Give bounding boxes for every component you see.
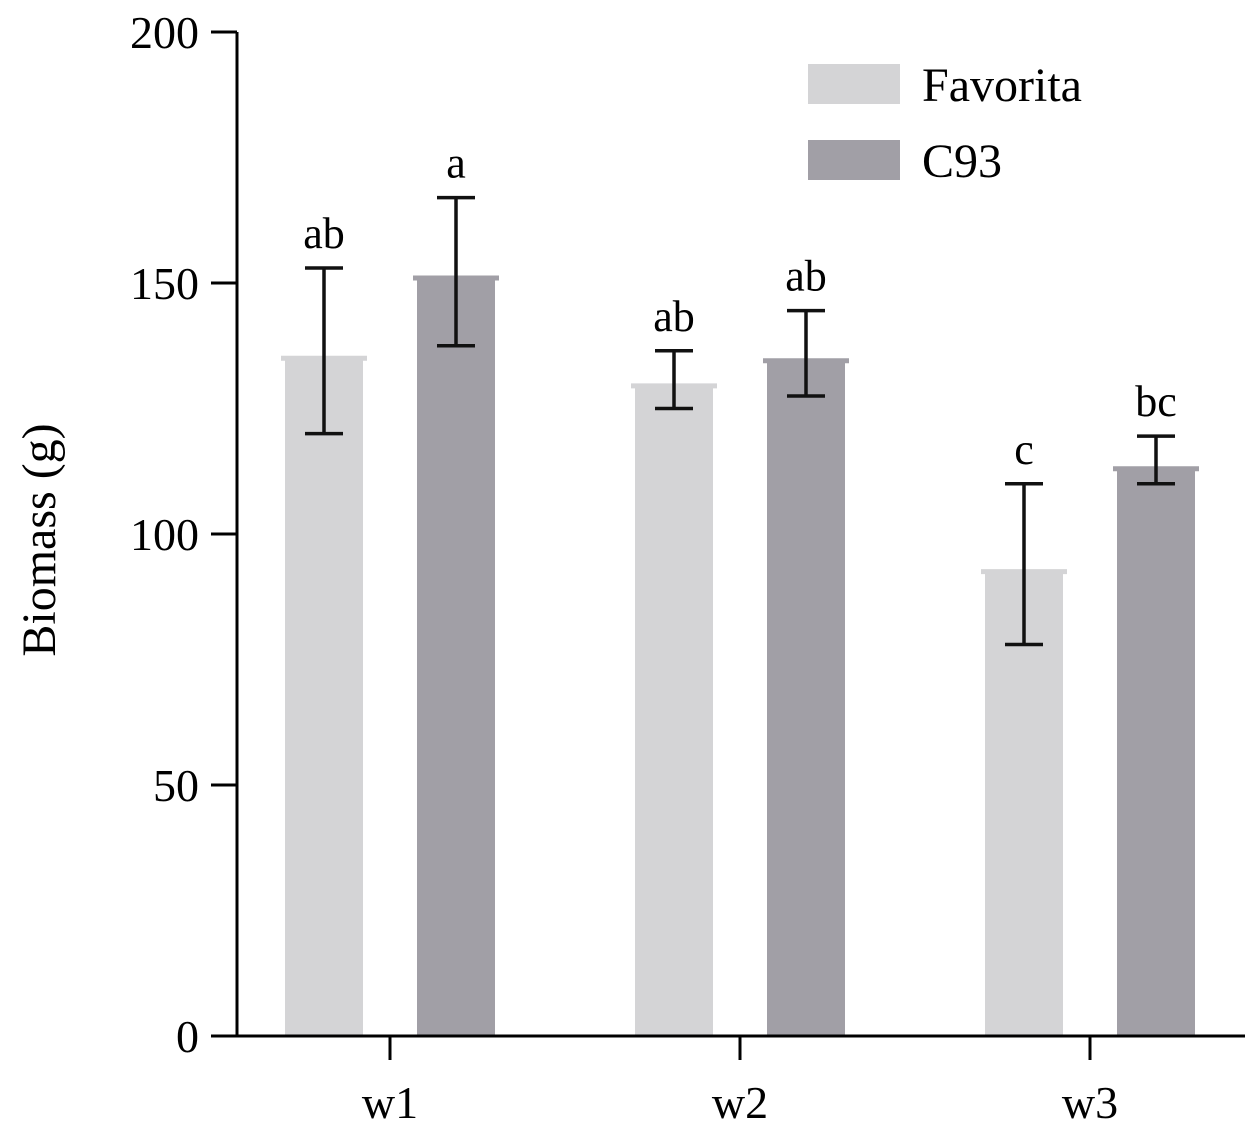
error-bar-favorita-w3 <box>1005 482 1043 647</box>
bar-c93-w1 <box>417 277 495 1037</box>
y-tick-label: 100 <box>130 509 199 560</box>
axes-layer <box>235 32 1245 1038</box>
significance-label-c93-w1: a <box>446 139 466 188</box>
legend-swatch <box>808 140 900 180</box>
significance-label-c93-w2: ab <box>785 252 827 301</box>
y-tick-label: 200 <box>130 7 199 58</box>
error-bars-layer <box>305 195 1175 647</box>
x-ticks-layer: w1 w2 w3 <box>362 1036 1118 1128</box>
bar-favorita-w2 <box>635 385 713 1036</box>
y-tick-label: 0 <box>176 1011 199 1062</box>
bar-favorita-w3 <box>985 571 1063 1036</box>
error-bar-c93-w2 <box>787 308 825 398</box>
legend-item-c93: C93 <box>808 135 1002 188</box>
significance-label-favorita-w2: ab <box>653 292 695 341</box>
error-bar-c93-w1 <box>437 195 475 348</box>
legend: Favorita C93 <box>808 59 1082 188</box>
significance-label-favorita-w1: ab <box>303 209 345 258</box>
significance-labels-layer: ab ab c a ab bc <box>303 139 1177 474</box>
x-tick-label-w3: w3 <box>1062 1077 1118 1128</box>
x-tick-label-w1: w1 <box>362 1077 418 1128</box>
significance-label-c93-w3: bc <box>1135 377 1177 426</box>
significance-label-favorita-w3: c <box>1014 425 1034 474</box>
error-bar-favorita-w1 <box>305 266 343 436</box>
y-axis-title: Biomass (g) <box>13 423 66 656</box>
bar-favorita-w1 <box>285 358 363 1036</box>
y-ticks-layer: 0 50 100 150 200 <box>130 7 237 1062</box>
legend-swatch <box>808 64 900 104</box>
error-bar-c93-w3 <box>1137 434 1175 486</box>
bar-c93-w3 <box>1117 468 1195 1036</box>
y-tick-label: 150 <box>130 258 199 309</box>
legend-item-favorita: Favorita <box>808 59 1082 112</box>
legend-label: Favorita <box>922 59 1082 112</box>
legend-label: C93 <box>922 135 1002 188</box>
x-tick-label-w2: w2 <box>712 1077 768 1128</box>
bars-layer <box>281 275 1199 1037</box>
error-bar-favorita-w2 <box>655 349 693 411</box>
y-tick-label: 50 <box>153 760 199 811</box>
bar-c93-w2 <box>767 360 845 1036</box>
